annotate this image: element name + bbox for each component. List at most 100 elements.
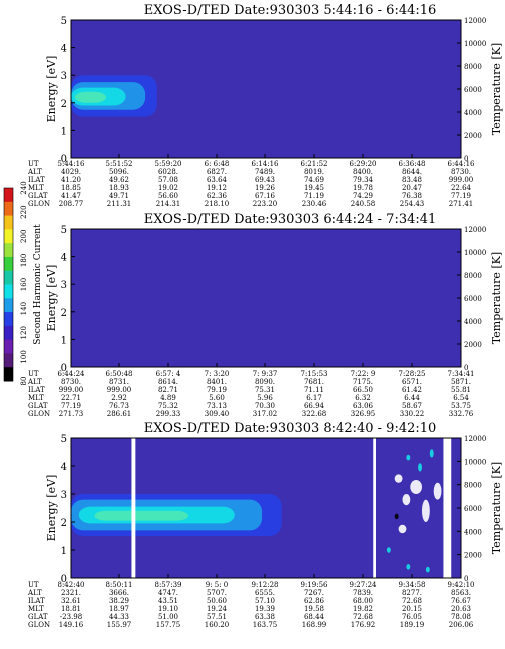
ephemeris-cell: 20.63 — [451, 605, 471, 613]
y-tick-label: 2 — [61, 308, 67, 319]
colorbar-segment — [4, 243, 13, 258]
ephemeris-cell: 218.10 — [205, 200, 230, 208]
ephemeris-row-label: MLT — [28, 184, 44, 192]
ephemeris-cell: 9:12:28 — [252, 581, 279, 589]
ephemeris-cell: 8401. — [207, 378, 227, 386]
ephemeris-cell: 75.31 — [255, 386, 275, 394]
y2-tick-label: 0 — [464, 575, 468, 583]
ephemeris-cell: 18.97 — [109, 605, 129, 613]
colorbar-segment — [4, 229, 13, 244]
ephemeris-row-label: GLON — [28, 410, 50, 418]
ephemeris-cell: 7: 3:20 — [205, 370, 230, 378]
y-tick-label: 1 — [61, 126, 67, 137]
y-tick-label: 5 — [61, 434, 67, 445]
ephemeris-cell: 6:36:48 — [399, 160, 426, 168]
data-gap — [131, 438, 136, 578]
ephemeris-cell: 67.16 — [255, 192, 276, 200]
ephemeris-cell: 176.92 — [351, 621, 376, 629]
ephemeris-row-label: GLAT — [28, 402, 48, 410]
ephemeris-cell: 22.71 — [61, 394, 81, 402]
ephemeris-cell: 62.86 — [304, 597, 325, 605]
ephemeris-cell: 7839. — [353, 589, 373, 597]
ephemeris-cell: 6:50:48 — [106, 370, 133, 378]
flux-region — [422, 499, 430, 522]
ephemeris-cell: 999.00 — [107, 386, 132, 394]
ephemeris-cell: 168.99 — [302, 621, 327, 629]
ephemeris-cell: 38.29 — [109, 597, 129, 605]
ephemeris-cell: 5:59:20 — [155, 160, 182, 168]
y2-tick-label: 12000 — [464, 226, 486, 234]
y-tick-label: 2 — [61, 518, 67, 529]
ephemeris-cell: 63.06 — [353, 402, 374, 410]
ephemeris-cell: 2321. — [61, 589, 81, 597]
ephemeris-cell: 19.78 — [353, 184, 373, 192]
colorbar-segment — [4, 284, 13, 299]
y-tick-label: 0 — [61, 154, 67, 165]
colorbar-segment — [4, 312, 13, 327]
ephemeris-row-label: ALT — [27, 378, 42, 386]
colorbar-segment — [4, 201, 13, 217]
ephemeris-row-label: UT — [28, 581, 39, 589]
ephemeris-cell: 63.64 — [207, 176, 228, 184]
y2-axis-label: Temperature [K] — [490, 462, 503, 554]
colorbar: 240 220 200 180 160 140 120 100 80 Second Harmoni… — [3, 181, 43, 385]
ephemeris-cell: 7175. — [353, 378, 373, 386]
flux-region — [394, 474, 403, 483]
ephemeris-cell: 8:57:39 — [155, 581, 182, 589]
ephemeris-cell: 286.61 — [107, 410, 132, 418]
ephemeris-cell: 7:28:25 — [399, 370, 426, 378]
ephemeris-cell: 6.17 — [306, 394, 322, 402]
ephemeris-cell: 7: 9:37 — [253, 370, 278, 378]
colorbar-tick: 200 — [20, 230, 28, 243]
colorbar-segment — [4, 188, 13, 203]
spectrogram-panel-3: EXOS-D/TED Date:930303 8:42:40 - 9:42:10… — [27, 421, 503, 629]
flux-region — [418, 463, 422, 472]
y-tick-label: 3 — [61, 71, 67, 82]
spectrogram-panel-2: EXOS-D/TED Date:930303 6:44:24 - 7:34:41… — [27, 212, 503, 418]
ephemeris-cell: 32.61 — [61, 597, 81, 605]
ephemeris-cell: 74.29 — [353, 192, 373, 200]
ephemeris-cell: 8730. — [61, 378, 81, 386]
y2-tick-label: 12000 — [464, 435, 486, 443]
ephemeris-cell: 214.31 — [156, 200, 181, 208]
ephemeris-cell: -23.98 — [60, 613, 82, 621]
ephemeris-cell: 69.43 — [255, 176, 275, 184]
y2-tick-label: 6000 — [464, 86, 482, 94]
ephemeris-cell: 4.89 — [160, 394, 176, 402]
colorbar-tick: 160 — [20, 278, 28, 291]
ephemeris-row-label: ALT — [27, 168, 42, 176]
ephemeris-cell: 76.05 — [402, 613, 422, 621]
ephemeris-cell: 20.15 — [402, 605, 422, 613]
ephemeris-cell: 63.38 — [255, 613, 275, 621]
ephemeris-row-label: GLON — [28, 621, 50, 629]
flux-region — [402, 494, 411, 506]
ephemeris-cell: 5707. — [207, 589, 227, 597]
ephemeris-cell: 8563. — [451, 589, 471, 597]
y2-tick-label: 4000 — [464, 318, 482, 326]
ephemeris-cell: 71.19 — [304, 192, 324, 200]
ephemeris-cell: 6555. — [255, 589, 275, 597]
flux-region — [406, 564, 411, 570]
ephemeris-cell: 2.92 — [111, 394, 127, 402]
ephemeris-cell: 6.44 — [404, 394, 420, 402]
ephemeris-cell: 72.68 — [402, 597, 422, 605]
colorbar-segment — [4, 339, 13, 354]
ephemeris-cell: 56.60 — [158, 192, 178, 200]
ephemeris-cell: 53.75 — [451, 402, 471, 410]
y2-tick-label: 10000 — [464, 40, 486, 48]
ephemeris-cell: 5871. — [451, 378, 471, 386]
ephemeris-cell: 55.81 — [451, 386, 471, 394]
ephemeris-cell: 19.02 — [158, 184, 178, 192]
ephemeris-cell: 8090. — [255, 378, 275, 386]
ephemeris-cell: 19.82 — [353, 605, 373, 613]
ephemeris-cell: 6:29:20 — [350, 160, 377, 168]
ephemeris-cell: 8730. — [451, 168, 471, 176]
ephemeris-cell: 70.30 — [255, 402, 275, 410]
colorbar-tick: 220 — [20, 205, 28, 218]
panel-title: EXOS-D/TED Date:930303 8:42:40 - 9:42:10 — [144, 421, 437, 436]
ephemeris-cell: 9: 5: 0 — [206, 581, 229, 589]
y-tick-label: 5 — [61, 225, 67, 236]
ephemeris-cell: 6571. — [402, 378, 422, 386]
ephemeris-row-label: ILAT — [28, 176, 45, 184]
ephemeris-cell: 309.40 — [205, 410, 230, 418]
